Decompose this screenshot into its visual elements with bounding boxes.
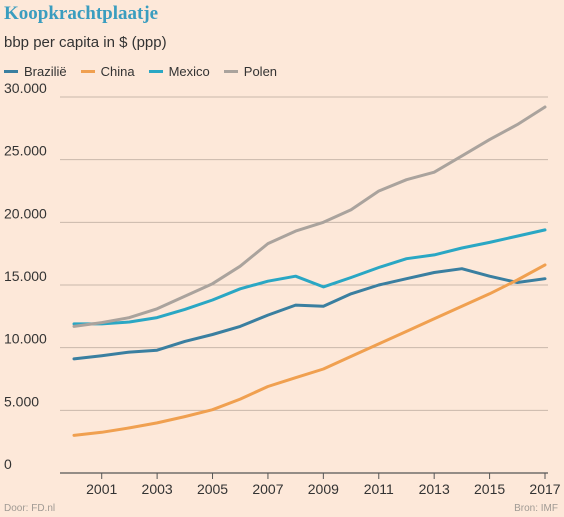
- legend-label-brazilie: Brazilië: [24, 64, 67, 79]
- x-tick-label: 2015: [474, 481, 505, 497]
- legend-item-brazilie: Brazilië: [4, 64, 67, 79]
- x-tick-label: 2001: [86, 481, 117, 497]
- legend-swatch-china: [80, 70, 95, 73]
- footer-credit: Door: FD.nl: [4, 503, 56, 514]
- x-tick-label: 2003: [142, 481, 173, 497]
- x-tick-label: 2011: [364, 481, 394, 497]
- legend-item-mexico: Mexico: [148, 64, 210, 79]
- legend-item-china: China: [80, 64, 135, 79]
- y-tick-label: 0: [4, 456, 12, 472]
- series-line-brazili: [72, 267, 547, 361]
- chart-title: Koopkrachtplaatje: [4, 3, 159, 24]
- x-tick-label: 2009: [308, 481, 339, 497]
- y-axis: 0 5.000 10.000 15.000 20.000 25.000 30.000: [4, 80, 47, 472]
- x-tick-label: 2007: [252, 481, 283, 497]
- legend-label-china: China: [100, 64, 135, 79]
- legend-label-mexico: Mexico: [168, 64, 210, 79]
- legend-item-polen: Polen: [223, 64, 278, 79]
- legend-swatch-brazilie: [4, 70, 18, 73]
- series-lines: [72, 105, 547, 437]
- series-line-polen: [72, 105, 547, 328]
- x-tick-label: 2005: [197, 481, 228, 497]
- gridlines: [60, 96, 548, 474]
- series-line-mexico: [72, 228, 547, 326]
- legend-swatch-polen: [223, 70, 238, 73]
- legend-label-polen: Polen: [243, 64, 278, 79]
- x-tick-label: 2017: [529, 481, 560, 497]
- x-tick-label: 2013: [419, 481, 450, 497]
- y-tick-label: 10.000: [4, 331, 47, 347]
- y-tick-label: 15.000: [4, 268, 47, 284]
- y-tick-label: 5.000: [4, 393, 39, 409]
- y-tick-label: 20.000: [4, 205, 47, 221]
- chart-subtitle: bbp per capita in $ (ppp): [4, 34, 167, 51]
- y-tick-label: 30.000: [4, 80, 47, 96]
- y-tick-label: 25.000: [4, 143, 47, 159]
- legend: Brazilië China Mexico Polen: [4, 64, 277, 79]
- x-axis: 2001 2003 2005 2007 2009 2011 2013 2015 2017: [86, 473, 561, 497]
- footer-source: Bron: IMF: [514, 503, 558, 514]
- series-line-china: [72, 263, 547, 437]
- legend-swatch-mexico: [148, 70, 163, 73]
